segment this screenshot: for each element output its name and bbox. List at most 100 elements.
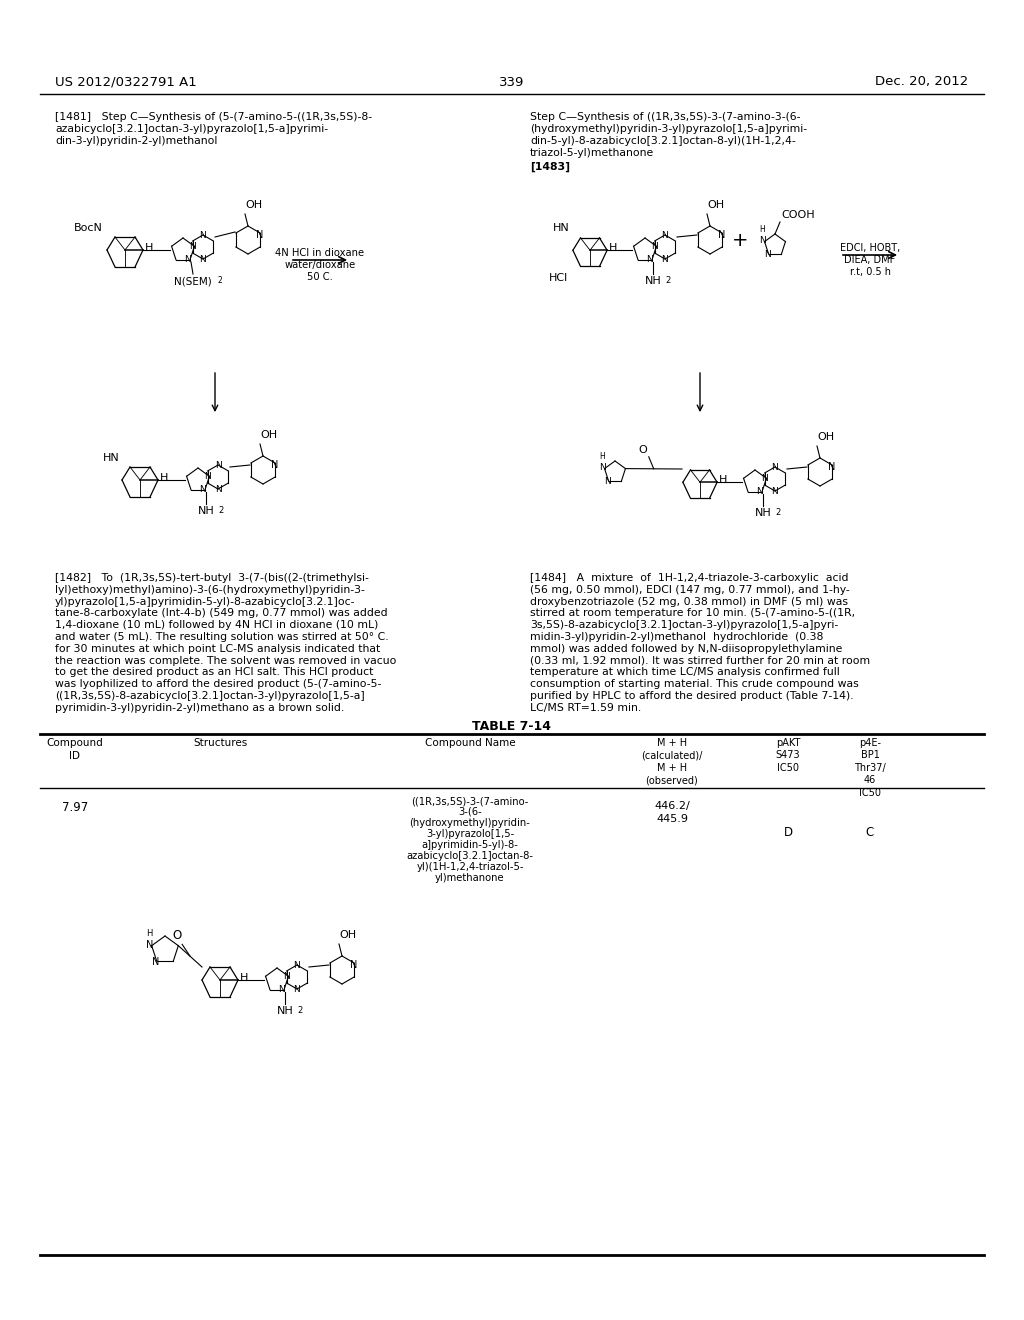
Text: N: N (199, 486, 206, 494)
Text: N: N (204, 471, 211, 480)
Text: H: H (760, 226, 765, 234)
Text: 50 C.: 50 C. (307, 272, 333, 282)
Text: 2: 2 (218, 506, 223, 515)
Text: consumption of starting material. This crude compound was: consumption of starting material. This c… (530, 680, 859, 689)
Text: ((1R,3s,5S)-3-(7-amino-: ((1R,3s,5S)-3-(7-amino- (412, 796, 528, 807)
Text: 339: 339 (500, 75, 524, 88)
Text: for 30 minutes at which point LC-MS analysis indicated that: for 30 minutes at which point LC-MS anal… (55, 644, 380, 653)
Text: Step C—Synthesis of ((1R,3s,5S)-3-(7-amino-3-(6-: Step C—Synthesis of ((1R,3s,5S)-3-(7-ami… (530, 112, 801, 121)
Text: O: O (172, 929, 181, 942)
Text: DIEA, DMF: DIEA, DMF (845, 255, 896, 265)
Text: EDCl, HOBT,: EDCl, HOBT, (840, 243, 900, 253)
Text: pAKT
S473
IC50: pAKT S473 IC50 (776, 738, 801, 772)
Text: H: H (160, 473, 168, 483)
Text: 3s,5S)-8-azabicyclo[3.2.1]octan-3-yl)pyrazolo[1,5-a]pyri-: 3s,5S)-8-azabicyclo[3.2.1]octan-3-yl)pyr… (530, 620, 839, 630)
Text: N: N (646, 255, 652, 264)
Text: H: H (719, 475, 727, 484)
Text: the reaction was complete. The solvent was removed in vacuo: the reaction was complete. The solvent w… (55, 656, 396, 665)
Text: 2: 2 (218, 276, 223, 285)
Text: N: N (271, 459, 279, 470)
Text: ((1R,3s,5S)-8-azabicyclo[3.2.1]octan-3-yl)pyrazolo[1,5-a]: ((1R,3s,5S)-8-azabicyclo[3.2.1]octan-3-y… (55, 690, 365, 701)
Text: OH: OH (817, 432, 835, 442)
Text: N: N (200, 255, 207, 264)
Text: H: H (609, 243, 617, 253)
Text: mmol) was added followed by N,N-diisopropylethylamine: mmol) was added followed by N,N-diisopro… (530, 644, 843, 653)
Text: 446.2/
445.9: 446.2/ 445.9 (654, 801, 690, 824)
Text: NH: NH (198, 506, 214, 516)
Text: HN: HN (553, 223, 570, 234)
Text: H: H (145, 243, 154, 253)
Text: N: N (719, 230, 726, 240)
Text: HCl: HCl (549, 273, 567, 282)
Text: NH: NH (276, 1006, 293, 1016)
Text: H: H (146, 929, 153, 939)
Text: temperature at which time LC/MS analysis confirmed full: temperature at which time LC/MS analysis… (530, 668, 840, 677)
Text: COOH: COOH (781, 210, 815, 220)
Text: N: N (662, 255, 669, 264)
Text: yl)pyrazolo[1,5-a]pyrimidin-5-yl)-8-azabicyclo[3.2.1]oc-: yl)pyrazolo[1,5-a]pyrimidin-5-yl)-8-azab… (55, 597, 355, 607)
Text: (56 mg, 0.50 mmol), EDCl (147 mg, 0.77 mmol), and 1-hy-: (56 mg, 0.50 mmol), EDCl (147 mg, 0.77 m… (530, 585, 850, 595)
Text: (hydroxymethyl)pyridin-3-yl)pyrazolo[1,5-a]pyrimi-: (hydroxymethyl)pyridin-3-yl)pyrazolo[1,5… (530, 124, 807, 135)
Text: N: N (215, 461, 221, 470)
Text: yl)methanone: yl)methanone (435, 873, 505, 883)
Text: din-3-yl)pyridin-2-yl)methanol: din-3-yl)pyridin-2-yl)methanol (55, 136, 217, 147)
Text: N: N (200, 231, 207, 239)
Text: r.t, 0.5 h: r.t, 0.5 h (850, 267, 891, 277)
Text: N: N (283, 972, 290, 981)
Text: and water (5 mL). The resulting solution was stirred at 50° C.: and water (5 mL). The resulting solution… (55, 632, 389, 642)
Text: N: N (761, 474, 768, 483)
Text: Dec. 20, 2012: Dec. 20, 2012 (874, 75, 968, 88)
Text: N: N (756, 487, 763, 496)
Text: OH: OH (339, 931, 356, 940)
Text: BocN: BocN (74, 223, 103, 234)
Text: droxybenzotriazole (52 mg, 0.38 mmol) in DMF (5 ml) was: droxybenzotriazole (52 mg, 0.38 mmol) in… (530, 597, 848, 607)
Text: N: N (189, 242, 196, 251)
Text: pyrimidin-3-yl)pyridin-2-yl)methano as a brown solid.: pyrimidin-3-yl)pyridin-2-yl)methano as a… (55, 702, 344, 713)
Text: LC/MS RT=1.59 min.: LC/MS RT=1.59 min. (530, 702, 641, 713)
Text: N: N (146, 940, 154, 949)
Text: N: N (764, 251, 771, 260)
Text: [1484]   A  mixture  of  1H-1,2,4-triazole-3-carboxylic  acid: [1484] A mixture of 1H-1,2,4-triazole-3-… (530, 573, 849, 583)
Text: a]pyrimidin-5-yl)-8-: a]pyrimidin-5-yl)-8- (422, 840, 518, 850)
Text: NH: NH (755, 508, 771, 517)
Text: TABLE 7-14: TABLE 7-14 (472, 719, 552, 733)
Text: N: N (350, 960, 357, 970)
Text: tane-8-carboxylate (Int-4-b) (549 mg, 0.77 mmol) was added: tane-8-carboxylate (Int-4-b) (549 mg, 0.… (55, 609, 388, 618)
Text: M + H
(calculated)/
M + H
(observed): M + H (calculated)/ M + H (observed) (641, 738, 702, 785)
Text: 2: 2 (775, 508, 780, 517)
Text: Compound
ID: Compound ID (47, 738, 103, 762)
Text: OH: OH (707, 201, 724, 210)
Text: purified by HPLC to afford the desired product (Table 7-14).: purified by HPLC to afford the desired p… (530, 690, 854, 701)
Text: N: N (604, 478, 611, 486)
Text: [1481]   Step C—Synthesis of (5-(7-amino-5-((1R,3s,5S)-8-: [1481] Step C—Synthesis of (5-(7-amino-5… (55, 112, 372, 121)
Text: US 2012/0322791 A1: US 2012/0322791 A1 (55, 75, 197, 88)
Text: NH: NH (645, 276, 662, 286)
Text: N: N (183, 255, 190, 264)
Text: +: + (732, 231, 749, 249)
Text: yl)(1H-1,2,4-triazol-5-: yl)(1H-1,2,4-triazol-5- (416, 862, 523, 873)
Text: N: N (153, 957, 160, 968)
Text: 2: 2 (665, 276, 671, 285)
Text: N: N (278, 985, 285, 994)
Text: 1,4-dioxane (10 mL) followed by 4N HCl in dioxane (10 mL): 1,4-dioxane (10 mL) followed by 4N HCl i… (55, 620, 379, 630)
Text: midin-3-yl)pyridin-2-yl)methanol  hydrochloride  (0.38: midin-3-yl)pyridin-2-yl)methanol hydroch… (530, 632, 823, 642)
Text: OH: OH (245, 201, 262, 210)
Text: N: N (294, 961, 300, 969)
Text: [1483]: [1483] (530, 162, 570, 173)
Text: H: H (600, 453, 605, 461)
Text: OH: OH (260, 430, 278, 440)
Text: N: N (662, 231, 669, 239)
Text: N: N (294, 985, 300, 994)
Text: [1482]   To  (1R,3s,5S)-tert-butyl  3-(7-(bis((2-(trimethylsi-: [1482] To (1R,3s,5S)-tert-butyl 3-(7-(bi… (55, 573, 369, 583)
Text: HN: HN (103, 453, 120, 463)
Text: azabicyclo[3.2.1]octan-3-yl)pyrazolo[1,5-a]pyrimi-: azabicyclo[3.2.1]octan-3-yl)pyrazolo[1,5… (55, 124, 328, 135)
Text: was lyophilized to afford the desired product (5-(7-amino-5-: was lyophilized to afford the desired pr… (55, 680, 381, 689)
Text: 3-(6-: 3-(6- (458, 807, 482, 817)
Text: (0.33 ml, 1.92 mmol). It was stirred further for 20 min at room: (0.33 ml, 1.92 mmol). It was stirred fur… (530, 656, 870, 665)
Text: 3-yl)pyrazolo[1,5-: 3-yl)pyrazolo[1,5- (426, 829, 514, 840)
Text: triazol-5-yl)methanone: triazol-5-yl)methanone (530, 148, 654, 158)
Text: water/dioxane: water/dioxane (285, 260, 355, 271)
Text: azabicyclo[3.2.1]octan-8-: azabicyclo[3.2.1]octan-8- (407, 851, 534, 861)
Text: N: N (651, 242, 657, 251)
Text: N: N (215, 484, 221, 494)
